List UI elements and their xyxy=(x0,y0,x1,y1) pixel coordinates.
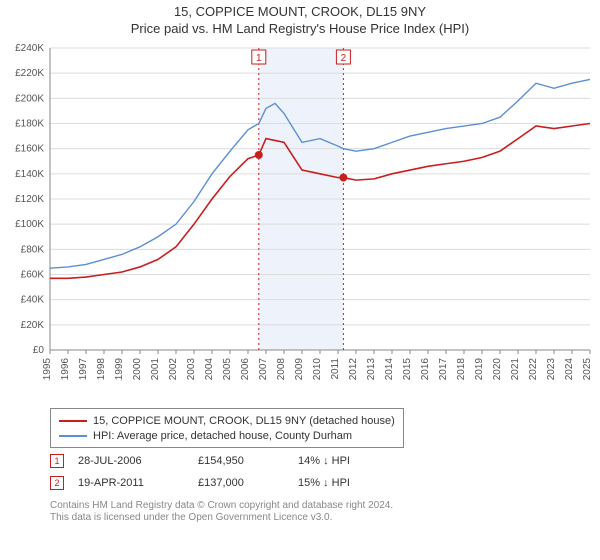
svg-text:£60K: £60K xyxy=(21,270,45,281)
svg-text:2023: 2023 xyxy=(546,358,557,381)
svg-text:2019: 2019 xyxy=(474,358,485,381)
svg-text:2004: 2004 xyxy=(204,358,215,381)
svg-text:£140K: £140K xyxy=(15,169,44,180)
event-price: £154,950 xyxy=(198,455,298,467)
svg-text:2012: 2012 xyxy=(348,358,359,381)
svg-text:£220K: £220K xyxy=(15,68,44,79)
svg-text:2011: 2011 xyxy=(330,358,341,380)
legend-item-hpi: HPI: Average price, detached house, Coun… xyxy=(59,428,395,443)
svg-text:2022: 2022 xyxy=(528,358,539,381)
legend-swatch xyxy=(59,420,87,422)
svg-text:2024: 2024 xyxy=(564,358,575,381)
svg-text:£160K: £160K xyxy=(15,144,44,155)
svg-text:1: 1 xyxy=(256,53,262,64)
svg-text:2020: 2020 xyxy=(492,358,503,381)
event-list: 1 28-JUL-2006 £154,950 14% ↓ HPI 2 19-AP… xyxy=(50,450,398,494)
svg-text:£0: £0 xyxy=(33,345,45,356)
event-marker-icon: 1 xyxy=(50,454,64,468)
svg-text:£20K: £20K xyxy=(21,320,45,331)
svg-text:2010: 2010 xyxy=(312,358,323,381)
event-marker-icon: 2 xyxy=(50,476,64,490)
svg-text:2017: 2017 xyxy=(438,358,449,381)
svg-text:2006: 2006 xyxy=(240,358,251,381)
legend-label: 15, COPPICE MOUNT, CROOK, DL15 9NY (deta… xyxy=(93,415,395,427)
svg-text:2009: 2009 xyxy=(294,358,305,381)
svg-text:2025: 2025 xyxy=(582,358,593,381)
event-hpi-delta: 15% ↓ HPI xyxy=(298,477,398,489)
svg-text:£80K: £80K xyxy=(21,244,45,255)
svg-text:2021: 2021 xyxy=(510,358,521,381)
event-row-1: 1 28-JUL-2006 £154,950 14% ↓ HPI xyxy=(50,450,398,472)
chart-title-address: 15, COPPICE MOUNT, CROOK, DL15 9NY xyxy=(0,0,600,19)
chart-legend: 15, COPPICE MOUNT, CROOK, DL15 9NY (deta… xyxy=(50,408,404,448)
svg-text:2008: 2008 xyxy=(276,358,287,381)
svg-text:2002: 2002 xyxy=(168,358,179,381)
footer-line1: Contains HM Land Registry data © Crown c… xyxy=(50,500,393,512)
svg-text:1995: 1995 xyxy=(42,358,53,381)
svg-text:2000: 2000 xyxy=(132,358,143,381)
svg-text:£240K: £240K xyxy=(15,43,44,54)
svg-text:£180K: £180K xyxy=(15,119,44,130)
event-price: £137,000 xyxy=(198,477,298,489)
copyright-footer: Contains HM Land Registry data © Crown c… xyxy=(50,500,393,524)
footer-line2: This data is licensed under the Open Gov… xyxy=(50,512,393,524)
event-hpi-delta: 14% ↓ HPI xyxy=(298,455,398,467)
svg-text:1996: 1996 xyxy=(60,358,71,381)
svg-text:£120K: £120K xyxy=(15,194,44,205)
svg-text:2013: 2013 xyxy=(366,358,377,381)
svg-text:2007: 2007 xyxy=(258,358,269,381)
event-row-2: 2 19-APR-2011 £137,000 15% ↓ HPI xyxy=(50,472,398,494)
svg-text:2: 2 xyxy=(341,53,347,64)
price-chart: £0 £20K £40K £60K £80K £100K £120K £140K £160K £1… xyxy=(0,40,600,400)
event-date: 28-JUL-2006 xyxy=(78,455,198,467)
svg-text:2001: 2001 xyxy=(150,358,161,381)
svg-text:£40K: £40K xyxy=(21,295,45,306)
svg-text:1998: 1998 xyxy=(96,358,107,381)
svg-text:£100K: £100K xyxy=(15,219,44,230)
svg-text:1997: 1997 xyxy=(78,358,89,381)
svg-text:£200K: £200K xyxy=(15,93,44,104)
legend-item-price-paid: 15, COPPICE MOUNT, CROOK, DL15 9NY (deta… xyxy=(59,413,395,428)
svg-text:1999: 1999 xyxy=(114,358,125,381)
svg-text:2015: 2015 xyxy=(402,358,413,381)
svg-text:2005: 2005 xyxy=(222,358,233,381)
svg-text:2018: 2018 xyxy=(456,358,467,381)
legend-label: HPI: Average price, detached house, Coun… xyxy=(93,430,352,442)
event-date: 19-APR-2011 xyxy=(78,477,198,489)
legend-swatch xyxy=(59,435,87,437)
svg-text:2003: 2003 xyxy=(186,358,197,381)
svg-text:2016: 2016 xyxy=(420,358,431,381)
svg-text:2014: 2014 xyxy=(384,358,395,381)
chart-subtitle: Price paid vs. HM Land Registry's House … xyxy=(0,19,600,38)
